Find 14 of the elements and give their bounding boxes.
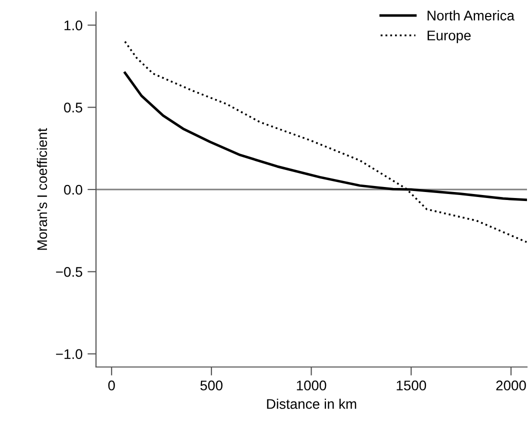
x-tick-label: 500 (200, 380, 222, 390)
legend-label: North America (428, 10, 515, 20)
x-axis-title: Distance in km (267, 398, 356, 409)
y-tick-label: −0.5 (56, 267, 82, 277)
x-tick-label: 1000 (296, 380, 326, 390)
x-tick-label: 0 (108, 380, 115, 390)
x-tick-label: 2000 (496, 380, 526, 390)
legend-label: Europe (428, 30, 471, 44)
y-tick-label: 1.0 (64, 20, 82, 30)
y-tick-label: −1.0 (56, 349, 82, 360)
y-tick-label: 0.5 (64, 102, 82, 112)
y-tick-label: 0.0 (64, 184, 82, 195)
x-tick-label: 1500 (396, 380, 426, 390)
y-axis-title: Moran's I coefficient (36, 128, 48, 250)
